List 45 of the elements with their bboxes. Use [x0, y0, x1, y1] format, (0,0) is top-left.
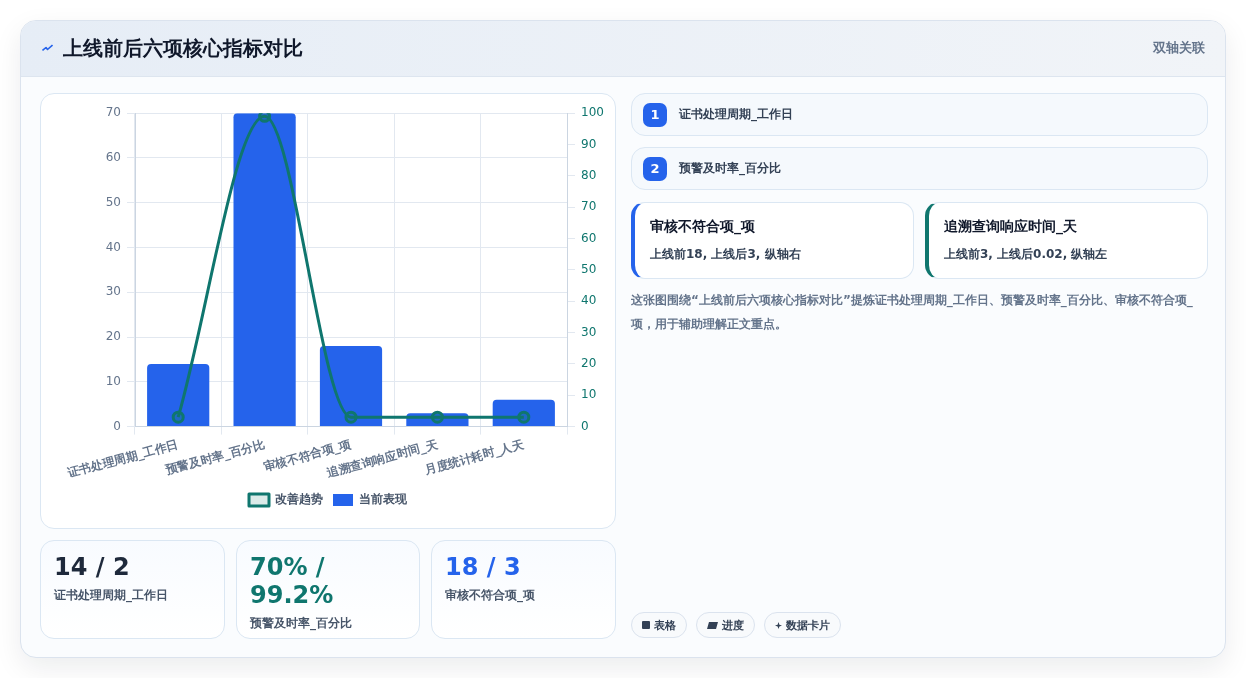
legend-label: 当前表现	[359, 492, 408, 507]
y2-tick-label: 0	[581, 418, 589, 433]
text: 70% / 99.2%	[250, 553, 335, 609]
legend-label: 改善趋势	[275, 492, 323, 507]
y2-tick-label: 50	[581, 262, 597, 277]
y2-tick-label: 100	[581, 105, 604, 120]
text: 证书处理周期_工作日	[679, 106, 793, 123]
text: 上线前18, 上线后3, 纵轴右	[650, 246, 802, 263]
y2-tick-label: 80	[581, 168, 597, 182]
text: 2	[643, 156, 667, 181]
text: 1	[643, 102, 667, 127]
bar	[319, 346, 383, 427]
y-tick-label: 50	[105, 194, 121, 209]
text: 数据卡片	[786, 617, 830, 633]
y-tick-label: 60	[105, 150, 121, 165]
y2-tick-label: 60	[581, 230, 597, 245]
bar	[233, 113, 296, 427]
y2-tick-label: 70	[581, 199, 597, 214]
text: 审核不符合项_项	[650, 218, 756, 236]
text: 双轴关联	[1152, 39, 1205, 57]
y-tick-label: 10	[105, 373, 121, 388]
text: 这张图围绕“上线前后六项核心指标对比”提炼证书处理周期_工作日、预警及时率_百分比、审核不符合项_项，用于辅助理解正文重点。	[631, 292, 1194, 333]
text: 追溯查询响应时间_天	[944, 218, 1078, 236]
y-tick-label: 70	[105, 105, 121, 120]
text: 表格	[654, 617, 676, 633]
y-tick-label: 20	[105, 329, 121, 344]
chart-title: 上线前后六项核心指标对比	[63, 35, 304, 62]
text: 预警及时率_百分比	[250, 615, 353, 632]
y-tick-label: 30	[105, 284, 121, 299]
y2-tick-label: 90	[581, 136, 597, 151]
text: 审核不符合项_项	[445, 587, 536, 604]
y2-tick-label: 20	[581, 356, 597, 371]
bar	[492, 399, 555, 427]
text: 18 / 3	[445, 553, 522, 581]
bar	[147, 363, 210, 427]
text: 进度	[722, 617, 744, 633]
y-tick-label: 40	[105, 239, 121, 254]
y2-tick-label: 30	[581, 324, 597, 339]
y2-tick-label: 40	[581, 293, 597, 308]
text: 证书处理周期_工作日	[54, 587, 169, 604]
y-tick-label: 0	[113, 418, 121, 433]
text: 上线前3, 上线后0.02, 纵轴左	[944, 246, 1109, 263]
y2-tick-label: 10	[581, 387, 597, 402]
text: 14 / 2	[54, 553, 131, 581]
text: 预警及时率_百分比	[679, 160, 781, 177]
